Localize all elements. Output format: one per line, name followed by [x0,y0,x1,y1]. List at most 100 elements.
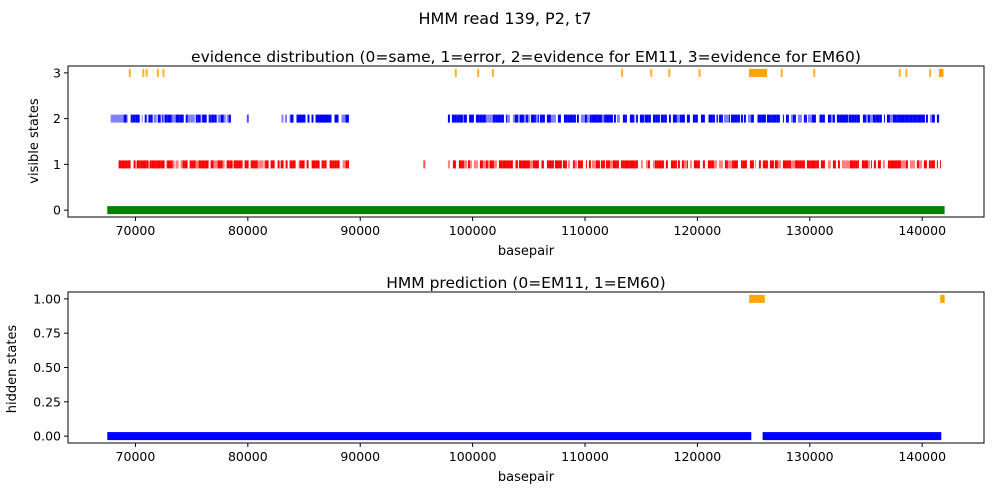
evidence-state1-tick [540,160,542,169]
evidence-state3-point [941,68,944,77]
evidence-state1-tick [727,160,732,169]
evidence-state1-tick [306,160,309,169]
evidence-state2-tick [660,114,664,123]
evidence-state3-point [761,68,764,77]
evidence-state2-tick [553,114,556,123]
prediction-x-tick-label: 80000 [228,449,268,464]
evidence-state1-tick [546,160,549,169]
evidence-state2-tick [886,114,890,123]
evidence-state1-tick [155,160,158,169]
evidence-state2-tick [737,114,740,123]
evidence-state2-tick [929,114,932,123]
evidence-state2-tick [892,114,897,123]
evidence-state2-tick [883,114,885,123]
evidence-state2-tick [807,114,812,123]
evidence-state1-tick [916,160,919,169]
evidence-state1-tick [897,160,901,169]
prediction-x-tick-label: 130000 [786,449,834,464]
evidence-state1-tick [894,160,898,169]
evidence-state2-tick [734,114,738,123]
evidence-state3-point [142,68,145,77]
evidence-state3-point [752,68,755,77]
evidence-x-tick-label: 110000 [561,223,609,238]
evidence-state1-tick [762,160,766,169]
evidence-state1-tick [522,160,527,169]
evidence-state2-tick [451,114,455,123]
evidence-state2-tick [330,114,332,123]
evidence-state1-tick [139,160,141,169]
evidence-state2-tick [692,114,696,123]
evidence-state1-tick [463,160,467,169]
evidence-state1-tick [799,160,802,169]
evidence-state2-tick [876,114,880,123]
evidence-state1-tick [832,160,836,169]
evidence-state2-tick [643,114,645,123]
evidence-state2-tick [580,114,585,123]
evidence-state2-point [246,114,249,123]
evidence-state1-tick [515,160,518,169]
evidence-state1-tick [918,160,922,169]
evidence-state3-point [929,68,932,77]
evidence-state2-tick [679,114,682,123]
evidence-state1-tick [191,160,194,169]
evidence-state1-tick [591,160,596,169]
evidence-state1-tick [841,160,846,169]
evidence-state1-tick [299,160,302,169]
evidence-state3-point [813,68,816,77]
evidence-state1-tick [180,160,183,169]
evidence-state1-tick [939,160,941,169]
evidence-state1-tick [246,160,249,169]
prediction-state1-segment [749,294,765,303]
evidence-state2-tick [500,114,504,123]
evidence-state2-tick [113,114,117,123]
prediction-axes-frame [67,291,985,444]
evidence-state1-tick [241,160,243,169]
evidence-state2-tick [315,114,319,123]
evidence-state2-tick [469,114,474,123]
evidence-state1-tick [645,160,648,169]
evidence-state1-tick [121,160,126,169]
evidence-state2-tick [616,114,620,123]
evidence-state1-point [423,160,426,169]
evidence-state1-tick [815,160,817,169]
evidence-state1-tick [777,160,781,169]
evidence-state3-point [491,68,494,77]
evidence-state2-tick [334,114,339,123]
evidence-state1-tick [931,160,935,169]
evidence-state1-tick [612,160,617,169]
evidence-state1-tick [923,160,927,169]
evidence-state2-tick [497,114,501,123]
evidence-state1-tick [849,160,854,169]
evidence-state1-tick [930,160,932,169]
evidence-state1-tick [909,160,912,169]
evidence-state2-tick [223,114,226,123]
evidence-state1-tick [473,160,478,169]
evidence-state1-tick [146,160,149,169]
evidence-state2-tick [208,114,211,123]
evidence-state2-tick [195,114,198,123]
prediction-y-tick-label: 0.50 [33,360,61,375]
evidence-state1-tick [697,160,700,169]
evidence-state1-tick [607,160,610,169]
evidence-state2-tick [126,114,128,123]
evidence-state2-tick [904,114,908,123]
evidence-state2-tick [190,114,195,123]
evidence-state1-tick [140,160,143,169]
evidence-state1-tick [342,160,346,169]
prediction-y-tick-label: 0.25 [33,394,61,409]
evidence-state1-tick [250,160,252,169]
evidence-state2-tick [519,114,524,123]
evidence-state2-tick [676,114,680,123]
evidence-state2-tick [716,114,718,123]
evidence-state2-tick [173,114,176,123]
evidence-state2-tick [572,114,576,123]
evidence-state2-tick [915,114,918,123]
evidence-state2-tick [652,114,656,123]
evidence-y-tick-label: 2 [53,111,61,126]
evidence-state3-point [749,68,752,77]
evidence-state1-tick [280,160,284,169]
evidence-state2-tick [296,114,300,123]
evidence-state1-tick [160,160,165,169]
evidence-state2-point [595,114,598,123]
evidence-state1-tick [857,160,859,169]
